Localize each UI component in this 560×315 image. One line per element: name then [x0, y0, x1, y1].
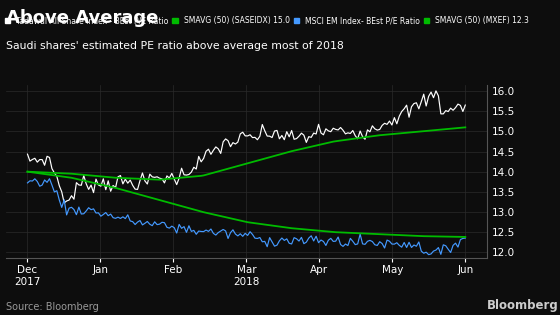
Text: Saudi shares' estimated PE ratio above average most of 2018: Saudi shares' estimated PE ratio above a…: [6, 41, 343, 51]
Text: Above Average: Above Average: [6, 9, 158, 27]
Text: Bloomberg: Bloomberg: [487, 299, 559, 312]
Text: Source: Bloomberg: Source: Bloomberg: [6, 302, 99, 312]
Legend: Tadawul All Share Index - BEst P/E Ratio, SMAVG (50) (SASEIDX) 15.0, MSCI EM Ind: Tadawul All Share Index - BEst P/E Ratio…: [4, 16, 529, 25]
